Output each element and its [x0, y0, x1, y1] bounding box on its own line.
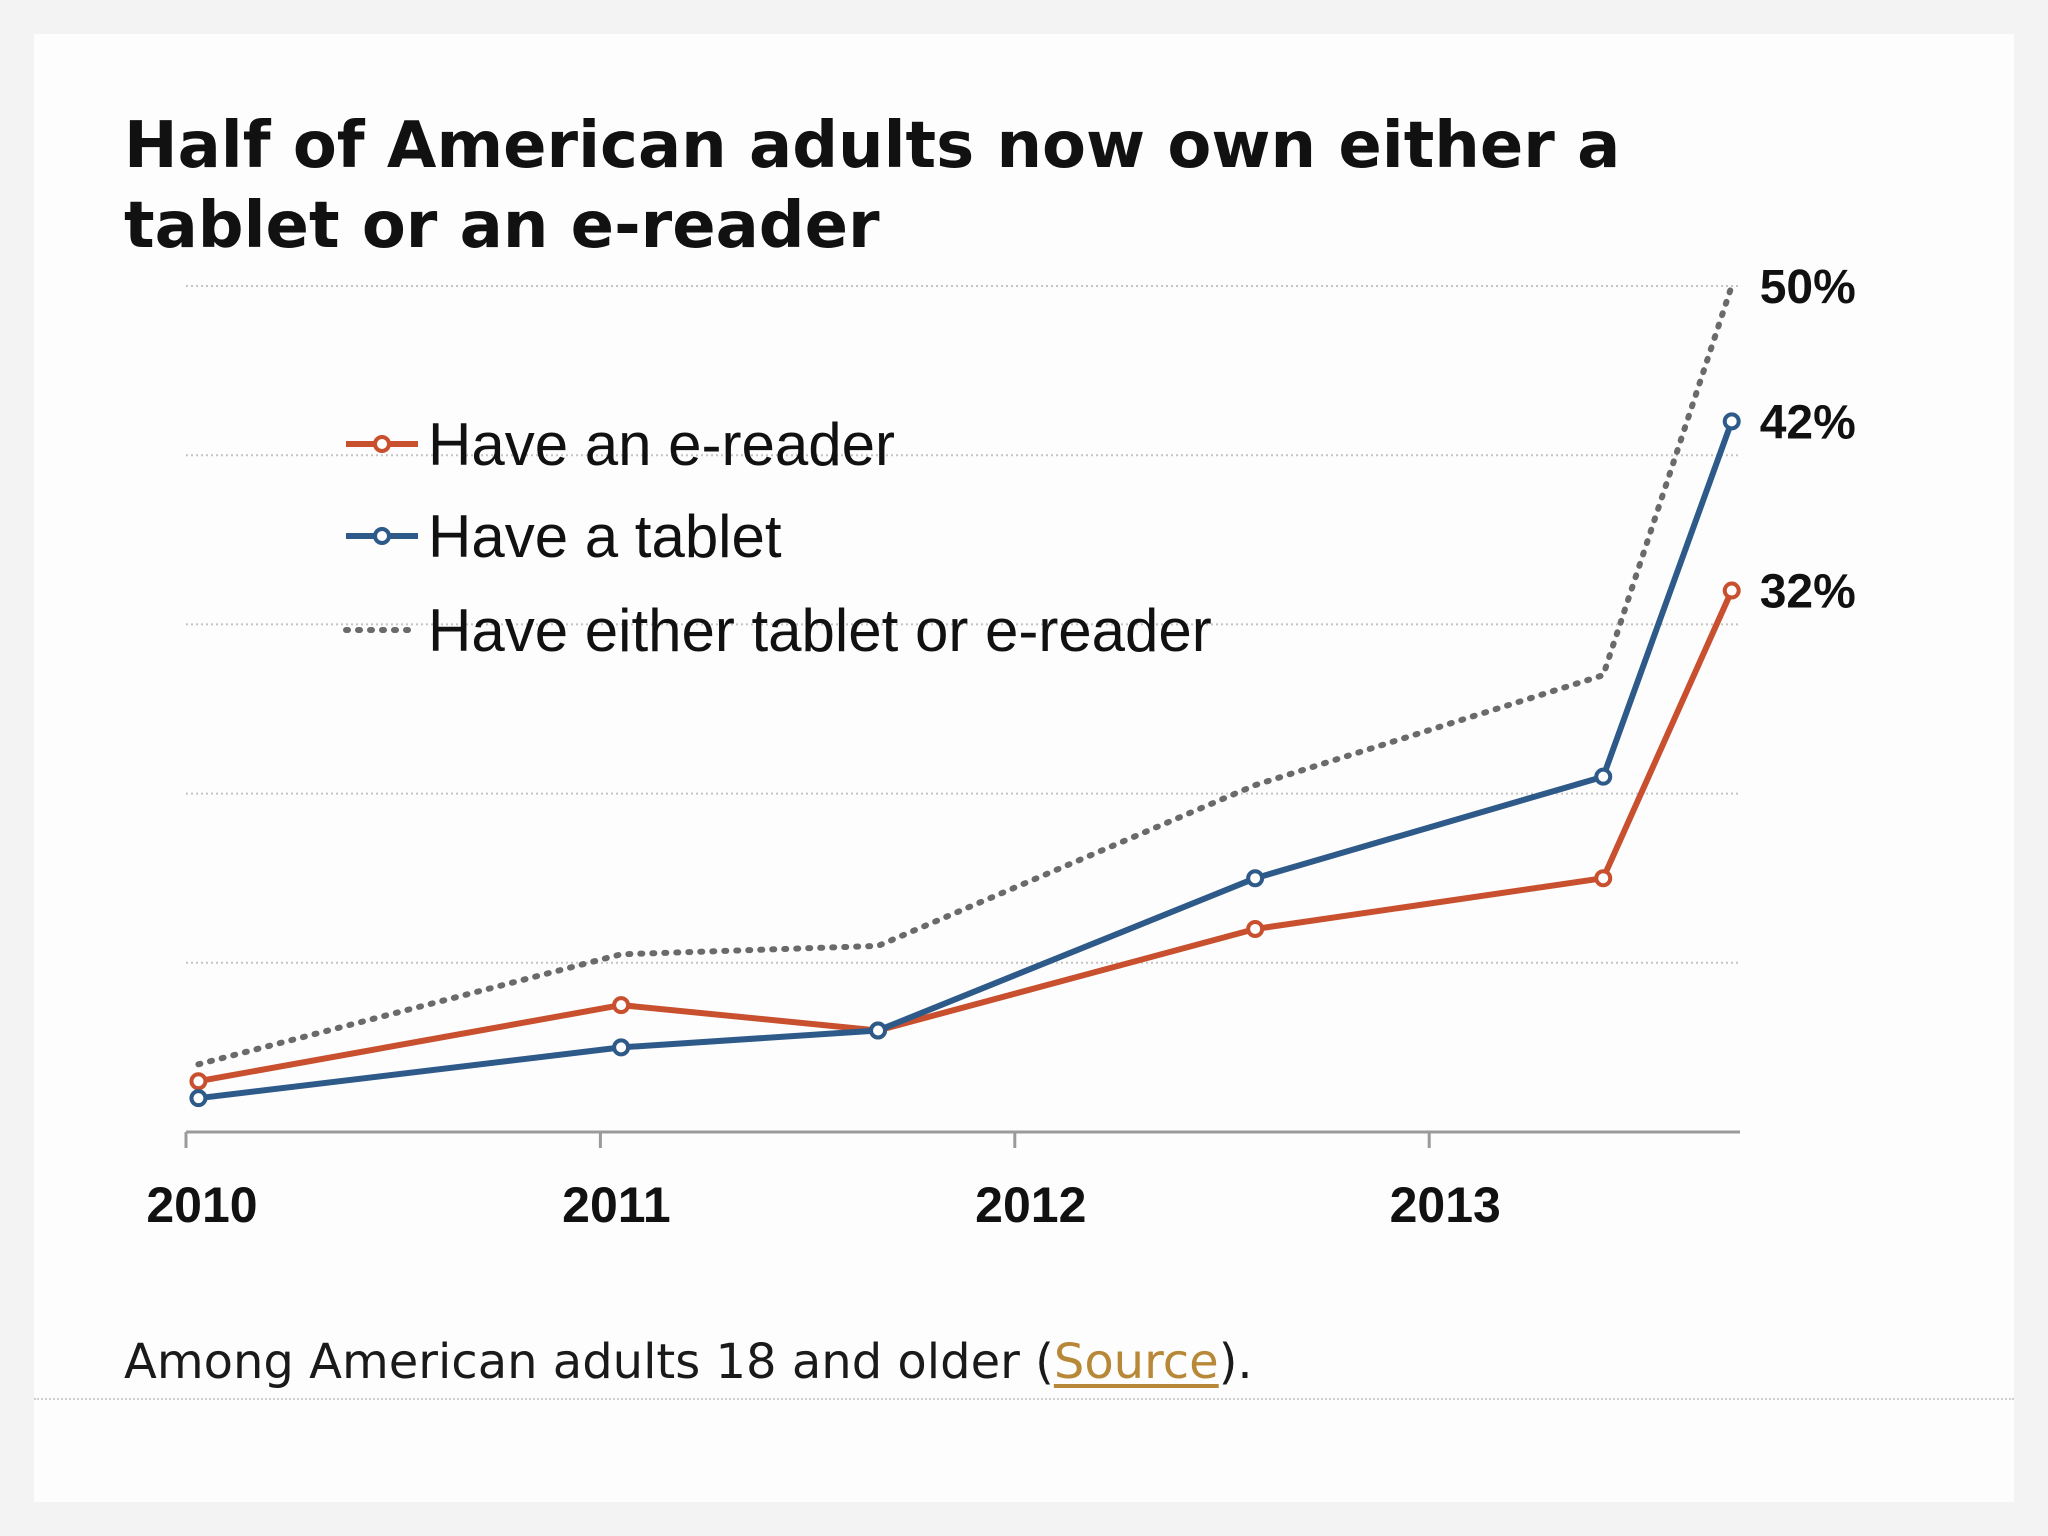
data-point-s0-1	[612, 996, 631, 1015]
chart-title: Half of American adults now own either a…	[124, 109, 1621, 263]
series-line-1	[195, 418, 1735, 1102]
x-tick-label-2011: 2011	[562, 1177, 670, 1233]
legend-label-2: Have either tablet or e-reader	[428, 597, 1212, 664]
source-link[interactable]: Source	[1053, 1334, 1219, 1390]
data-point-s0-3	[1246, 919, 1265, 938]
x-tick-label-2012: 2012	[975, 1177, 1086, 1233]
x-tick-label-2010: 2010	[146, 1177, 257, 1233]
end-label-s0: 32%	[1760, 566, 1856, 619]
line-chart: 2010 2011 2012 2013 32% 42% 50% Have an e-reade…	[146, 261, 1856, 1233]
data-point-s1-1	[612, 1038, 631, 1057]
data-point-s1-3	[1246, 869, 1265, 888]
data-point-s1-4	[1594, 767, 1613, 786]
data-point-s0-4	[1594, 869, 1613, 888]
data-point-s1-5	[1722, 412, 1741, 431]
data-point-s0-0	[189, 1072, 208, 1091]
series-line-0	[195, 587, 1735, 1085]
legend-marker-0	[373, 435, 391, 453]
x-tick-label-2013: 2013	[1390, 1177, 1501, 1233]
bottom-divider	[34, 1398, 2014, 1400]
chart-card: Half of American adults now own either a…	[34, 34, 2014, 1502]
data-point-s1-2	[869, 1021, 888, 1040]
legend-label-1: Have a tablet	[428, 503, 782, 570]
source-note-prefix: Among American adults 18 and older (	[124, 1334, 1054, 1390]
series-line-2	[195, 283, 1735, 1068]
source-note-suffix: ).	[1218, 1334, 1253, 1390]
data-point-s0-5	[1722, 581, 1741, 600]
chart-area: 2010 2011 2012 2013 32% 42% 50% Have an e-reade…	[34, 34, 2014, 1502]
legend-label-0: Have an e-reader	[428, 411, 895, 478]
source-note: Among American adults 18 and older (Sour…	[124, 1330, 1253, 1394]
data-point-s1-0	[189, 1089, 208, 1108]
legend-marker-1	[373, 527, 391, 545]
end-label-s2: 50%	[1760, 261, 1856, 314]
end-label-s1: 42%	[1760, 396, 1856, 449]
